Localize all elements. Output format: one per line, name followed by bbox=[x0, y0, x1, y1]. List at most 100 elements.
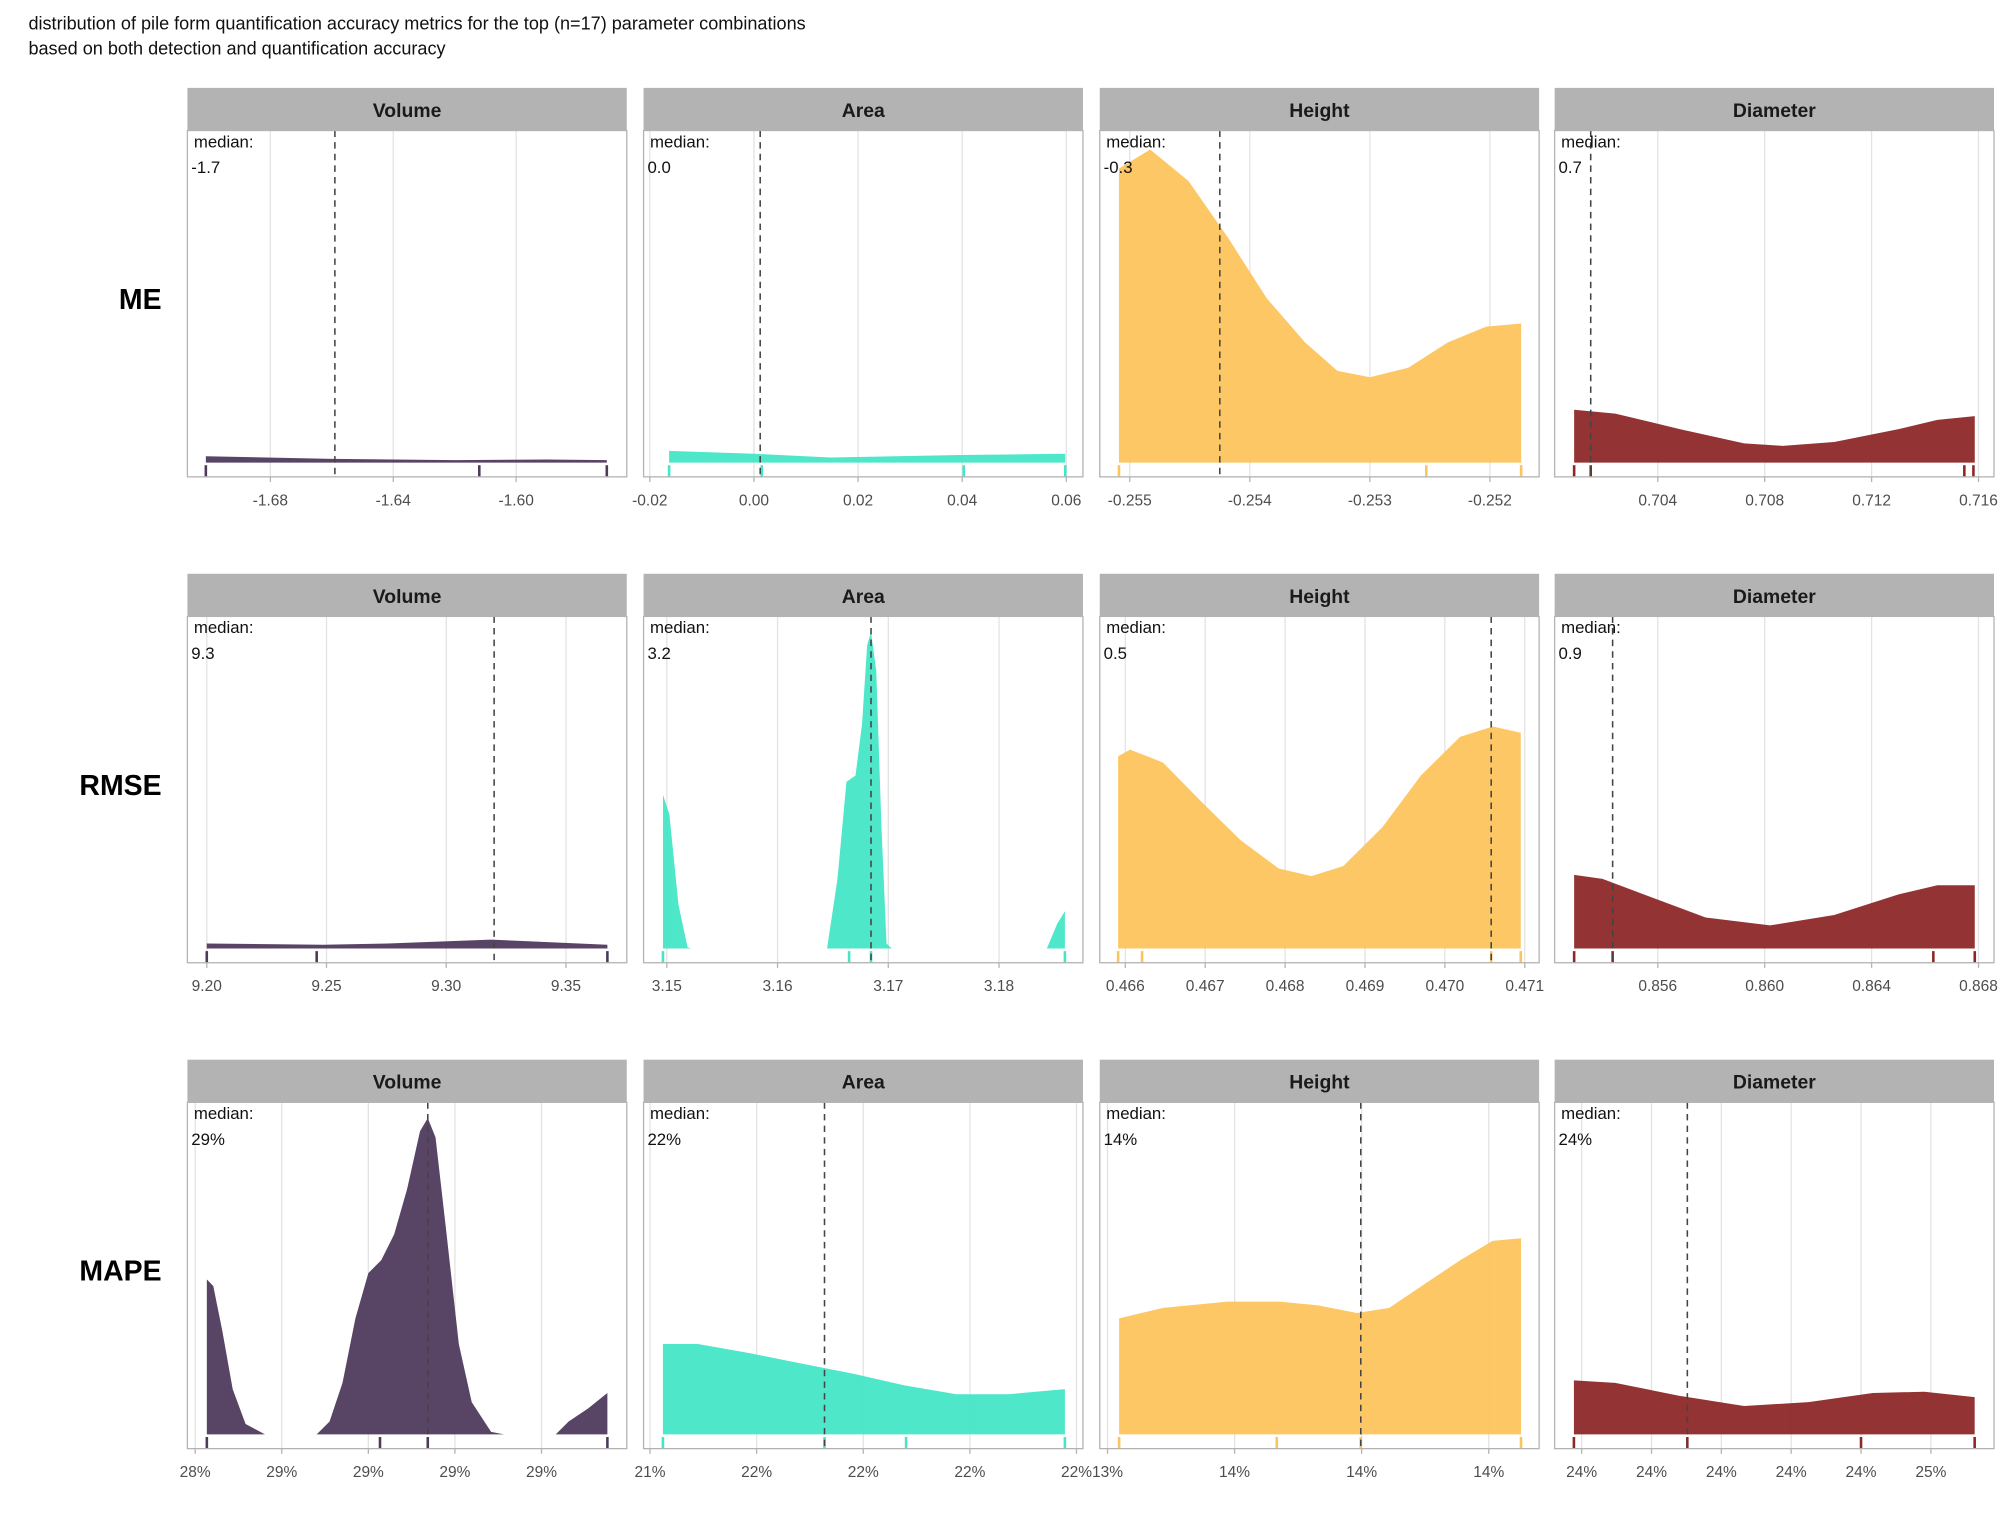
panel-border bbox=[1553, 129, 1995, 478]
row-label: ME bbox=[119, 284, 162, 316]
x-tick-label: 9.30 bbox=[431, 978, 462, 995]
panel-border bbox=[1553, 615, 1995, 964]
x-tick-label: 14% bbox=[1346, 1464, 1377, 1481]
strip-label: Area bbox=[842, 586, 885, 608]
x-tick-label: 14% bbox=[1473, 1464, 1504, 1481]
median-value: -1.7 bbox=[191, 158, 220, 177]
x-tick-label: -0.253 bbox=[1348, 492, 1392, 509]
x-tick-label: 21% bbox=[635, 1464, 666, 1481]
x-tick-label: 24% bbox=[1706, 1464, 1737, 1481]
x-tick-label: -0.252 bbox=[1468, 492, 1512, 509]
x-tick-label: 0.467 bbox=[1186, 978, 1225, 995]
x-tick-label: 0.860 bbox=[1745, 978, 1784, 995]
median-value: 0.0 bbox=[647, 158, 670, 177]
x-tick-label: -1.60 bbox=[498, 492, 534, 509]
strip-label: Volume bbox=[373, 586, 442, 608]
strip-label: Diameter bbox=[1733, 1072, 1816, 1094]
x-tick-label: 3.18 bbox=[984, 978, 1014, 995]
panel-border bbox=[642, 615, 1084, 964]
row-label: MAPE bbox=[79, 1256, 161, 1288]
density-area bbox=[205, 456, 607, 463]
median-value: 22% bbox=[647, 1130, 681, 1149]
panel-border bbox=[1099, 615, 1540, 964]
x-tick-label: 22% bbox=[848, 1464, 879, 1481]
x-tick-label: 22% bbox=[1061, 1464, 1092, 1481]
density-area bbox=[206, 1118, 608, 1435]
strip-label: Diameter bbox=[1733, 100, 1816, 122]
chart-subtitle: based on both detection and quantificati… bbox=[28, 38, 445, 58]
strip-label: Volume bbox=[373, 100, 442, 122]
strip bbox=[1554, 573, 1995, 617]
x-tick-label: 13% bbox=[1092, 1464, 1123, 1481]
median-caption: median: bbox=[650, 618, 710, 637]
median-value: 29% bbox=[191, 1130, 225, 1149]
strip-label: Volume bbox=[373, 1072, 442, 1094]
median-value: 14% bbox=[1104, 1130, 1138, 1149]
density-area bbox=[1119, 1238, 1522, 1435]
strip-label: Height bbox=[1289, 100, 1350, 122]
median-value: 0.7 bbox=[1559, 158, 1582, 177]
x-tick-label: 0.471 bbox=[1505, 978, 1544, 995]
strip bbox=[643, 87, 1083, 131]
x-tick-label: 14% bbox=[1219, 1464, 1250, 1481]
panel-border bbox=[186, 1101, 628, 1450]
median-caption: median: bbox=[1106, 1104, 1166, 1123]
x-tick-label: 3.15 bbox=[652, 978, 682, 995]
x-tick-label: -1.68 bbox=[253, 492, 288, 509]
density-area bbox=[662, 1343, 1065, 1435]
median-value: 3.2 bbox=[647, 644, 670, 663]
x-tick-label: 29% bbox=[439, 1464, 470, 1481]
panel-border bbox=[642, 1101, 1084, 1450]
x-tick-label: -0.254 bbox=[1228, 492, 1272, 509]
x-tick-label: 22% bbox=[954, 1464, 985, 1481]
panel-border bbox=[1099, 129, 1540, 478]
strip bbox=[1554, 87, 1995, 131]
x-tick-label: 0.00 bbox=[739, 492, 770, 509]
panel-border bbox=[186, 129, 628, 478]
x-tick-label: 0.708 bbox=[1745, 492, 1784, 509]
density-area bbox=[1118, 726, 1521, 949]
strip bbox=[1554, 1059, 1995, 1103]
strip bbox=[643, 573, 1083, 617]
x-tick-label: 0.868 bbox=[1959, 978, 1998, 995]
median-caption: median: bbox=[1561, 1104, 1621, 1123]
median-caption: median: bbox=[1106, 132, 1166, 151]
density-area bbox=[1574, 874, 1975, 949]
x-tick-label: 0.466 bbox=[1106, 978, 1145, 995]
row-label: RMSE bbox=[79, 770, 161, 802]
median-value: 9.3 bbox=[191, 644, 214, 663]
x-tick-label: 0.716 bbox=[1959, 492, 1998, 509]
x-tick-label: 9.25 bbox=[311, 978, 341, 995]
x-tick-label: 3.16 bbox=[762, 978, 792, 995]
strip-label: Height bbox=[1289, 586, 1350, 608]
panel-border bbox=[1099, 1101, 1540, 1450]
x-tick-label: -0.255 bbox=[1108, 492, 1152, 509]
panel-border bbox=[642, 129, 1084, 478]
x-tick-label: -0.02 bbox=[632, 492, 667, 509]
x-tick-label: 0.704 bbox=[1638, 492, 1677, 509]
x-tick-label: 0.856 bbox=[1638, 978, 1677, 995]
panel bbox=[187, 130, 627, 477]
strip bbox=[1099, 87, 1540, 131]
x-tick-label: 0.469 bbox=[1346, 978, 1385, 995]
panel-border bbox=[186, 615, 628, 964]
x-tick-label: 9.20 bbox=[192, 978, 223, 995]
x-tick-label: 9.35 bbox=[551, 978, 581, 995]
strip-label: Area bbox=[842, 1072, 885, 1094]
median-value: 24% bbox=[1559, 1130, 1593, 1149]
x-tick-label: 0.468 bbox=[1266, 978, 1305, 995]
x-tick-label: 0.06 bbox=[1051, 492, 1081, 509]
x-tick-label: 0.02 bbox=[843, 492, 873, 509]
strip bbox=[643, 1059, 1083, 1103]
panel bbox=[643, 130, 1083, 477]
median-caption: median: bbox=[650, 1104, 710, 1123]
chart-title: distribution of pile form quantification… bbox=[28, 14, 805, 34]
strip bbox=[1099, 1059, 1540, 1103]
median-caption: median: bbox=[194, 1104, 254, 1123]
x-tick-label: 29% bbox=[353, 1464, 384, 1481]
median-caption: median: bbox=[194, 132, 254, 151]
density-area bbox=[662, 632, 1065, 949]
median-caption: median: bbox=[1106, 618, 1166, 637]
